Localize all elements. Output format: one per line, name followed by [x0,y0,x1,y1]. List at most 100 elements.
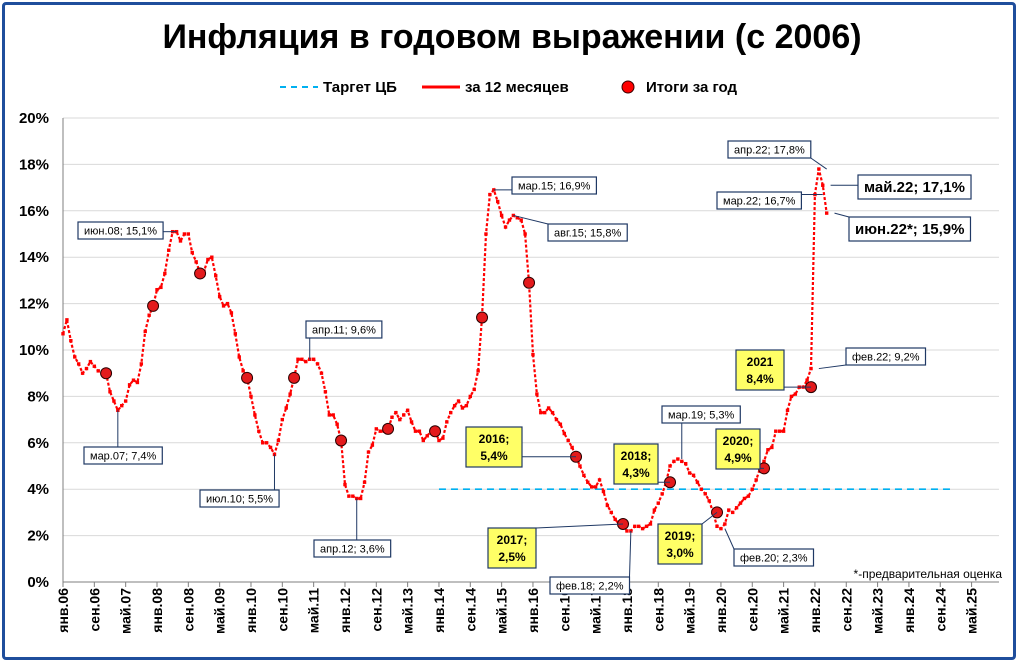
monthly-point [746,494,751,498]
monthly-point [570,445,574,450]
monthly-point [456,399,461,403]
monthly-point [249,394,253,399]
monthly-point [640,526,645,531]
monthly-point [76,362,81,366]
monthly-point [276,438,281,443]
monthly-point [817,167,821,171]
annotation-label: май.22; 17,1% [864,179,965,196]
annotation-label: июл.10; 5,5% [206,494,273,506]
monthly-point [578,464,582,468]
annotation-label: фев.18; 2,2% [556,581,624,593]
monthly-point [304,359,308,364]
monthly-point [656,501,660,505]
monthly-point [327,413,332,417]
monthly-point [546,406,551,410]
monthly-point [210,255,214,259]
monthly-point [472,387,476,392]
monthly-point [476,369,480,373]
monthly-point [668,464,672,468]
x-tick-label: май.15 [494,588,510,634]
monthly-point [123,399,128,403]
annotation-leader [818,364,847,370]
monthly-point [609,510,613,515]
x-tick-label: сен.22 [838,588,854,632]
monthly-point [206,257,210,262]
monthly-point [750,487,754,491]
monthly-point [323,390,328,394]
annotation-leader [724,528,735,550]
monthly-point [405,408,410,413]
legend-yearly-swatch [621,80,635,94]
yearly-point [382,422,395,435]
x-tick-label: май.13 [400,588,416,634]
x-tick-label: май.09 [212,588,228,634]
monthly-point [687,471,692,475]
annotation-box [549,576,631,595]
annotation-label: фев.22; 9,2% [852,352,920,364]
monthly-point [562,431,566,436]
annotation-label: июн.22*; 15,9% [855,221,964,238]
annotation-box [716,191,803,210]
monthly-point [789,394,794,399]
monthly-point [762,459,766,464]
annotation-box [845,347,927,366]
x-tick-label: янв.16 [525,588,541,633]
annotation-leader [513,214,549,225]
monthly-point [723,522,727,526]
monthly-point [507,218,512,222]
annotation-label: апр.11; 9,6% [312,325,376,337]
monthly-point [644,524,649,529]
x-tick-label: янв.24 [901,588,917,633]
monthly-point [331,413,335,417]
monthly-point [629,529,633,533]
monthly-point [742,496,747,501]
footnote: *-предварительная оценка [854,567,1003,581]
monthly-point [343,482,347,487]
monthly-point [96,369,100,373]
monthly-point [69,339,73,343]
monthly-point [225,301,230,306]
year-annotation-value: 3,0% [666,546,694,560]
monthly-point [703,492,707,496]
yearly-series [100,267,818,530]
x-tick-label: янв.18 [619,588,635,633]
y-tick-label: 0% [27,574,49,591]
monthly-point [648,522,653,526]
monthly-point [805,378,809,382]
x-tick-label: сен.16 [556,588,572,632]
monthly-point [92,364,97,368]
annotation-box [77,221,164,240]
monthly-point [178,239,183,243]
year-annotation-box [487,527,537,569]
monthly-line [61,168,828,533]
monthly-point [488,192,492,197]
monthly-point [163,271,167,276]
monthly-point [754,478,758,482]
monthly-point [550,410,555,415]
monthly-point [531,352,535,357]
annotation-leader [810,157,827,170]
monthly-point [315,362,320,366]
monthly-point [554,417,559,422]
monthly-point [597,478,602,482]
year-annotation-value: 8,4% [746,372,774,386]
monthly-point [374,427,379,431]
monthly-point [370,443,375,447]
y-tick-label: 4% [27,481,49,498]
annotation-label: мар.15; 16,9% [518,181,591,193]
monthly-point [503,225,508,229]
annotation-leader [629,530,632,578]
monthly-point [543,410,547,415]
monthly-point [233,332,238,336]
monthly-point [112,399,116,403]
monthly-point [237,355,241,359]
monthly-point [652,508,657,512]
y-tick-label: 18% [19,156,49,173]
year-annotation-year: 2021 [747,355,774,369]
y-tick-label: 14% [19,249,49,266]
annotation-leader [834,212,850,218]
legend-monthly-label: за 12 месяцев [465,79,569,96]
y-axis: 0% 2% 4% 6% 8% 10% 12% 14% 16% 18% 20% [19,110,64,591]
monthly-point [672,459,676,464]
